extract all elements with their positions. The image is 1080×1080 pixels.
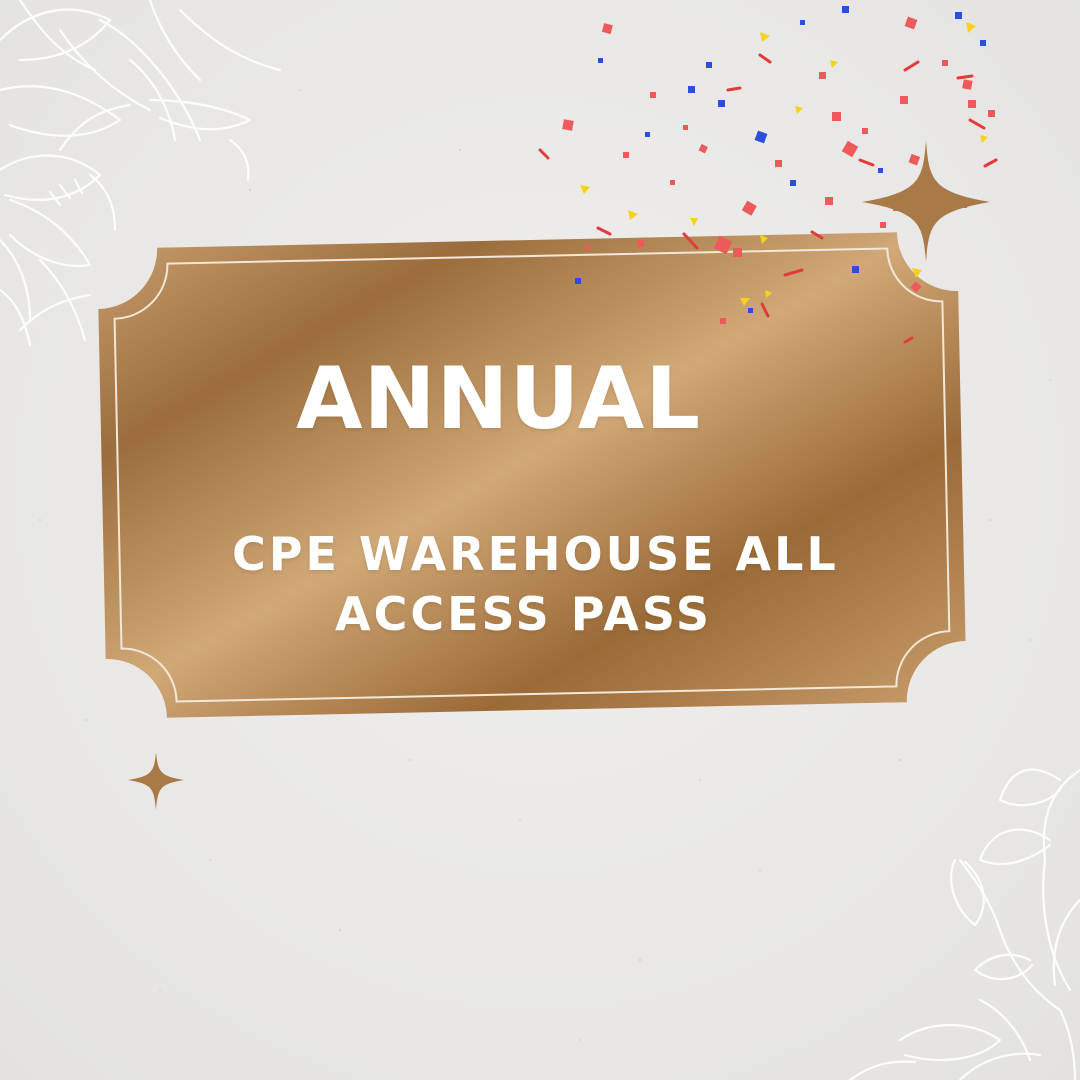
headline-annual: ANNUAL — [296, 349, 702, 449]
ticket-inner-border — [113, 247, 951, 703]
ticket-shape — [98, 232, 966, 718]
subtitle-line-2: ACCESS PASS — [335, 587, 713, 641]
subtitle-line-1: CPE WAREHOUSE ALL — [232, 527, 839, 581]
